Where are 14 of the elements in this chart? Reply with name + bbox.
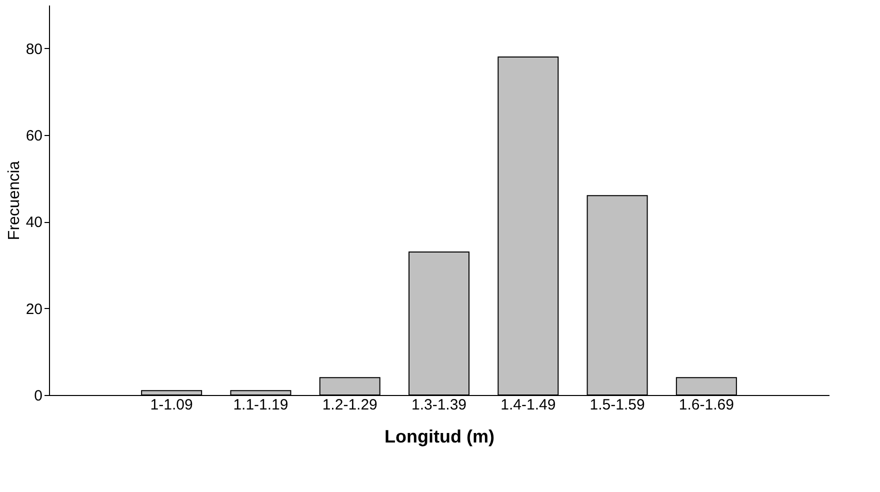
y-tick-label: 60 — [26, 128, 42, 144]
x-tick-label: 1.2-1.29 — [322, 396, 378, 414]
y-tick-label: 0 — [34, 388, 42, 404]
x-tick-label: 1.6-1.69 — [678, 396, 734, 414]
x-tick-label: 1.4-1.49 — [500, 396, 556, 414]
x-tick-label: 1-1.09 — [150, 396, 193, 414]
x-tick-label: 1.5-1.59 — [590, 396, 645, 414]
x-tick-label: 1.1-1.19 — [233, 396, 288, 414]
y-tick-label: 20 — [26, 300, 42, 318]
x-axis-title: Longitud (m) — [384, 426, 494, 446]
y-tick-label: 80 — [26, 40, 42, 58]
y-tick-label: 40 — [26, 214, 42, 232]
x-tick-label: 1.3-1.39 — [411, 396, 467, 414]
y-axis-title: Frecuencia — [6, 160, 23, 240]
